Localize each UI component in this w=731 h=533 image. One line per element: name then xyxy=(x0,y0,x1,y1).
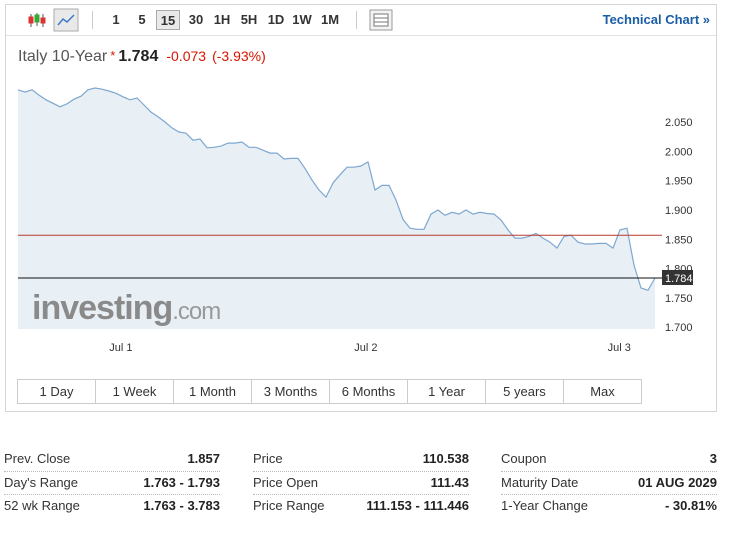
interval-button[interactable]: 1M xyxy=(320,12,340,27)
range-button[interactable]: Max xyxy=(590,384,615,399)
interval-button[interactable]: 1 xyxy=(112,12,120,27)
range-button[interactable]: 6 Months xyxy=(330,380,408,403)
stat-value: - 30.81% xyxy=(664,498,717,513)
range-button[interactable]: 3 Months xyxy=(252,380,330,403)
stat-label: 1-Year Change xyxy=(501,498,588,513)
stats-row: 52 wk Range 1.763 - 3.783 xyxy=(4,495,220,518)
stat-label: Day's Range xyxy=(4,474,79,490)
x-tick-label: Jul 1 xyxy=(109,342,132,354)
range-button[interactable]: 1 Year xyxy=(408,380,486,403)
stat-value: 110.538 xyxy=(422,451,469,466)
y-tick-label: 2.050 xyxy=(665,117,693,129)
y-tick-label: 1.850 xyxy=(665,234,693,246)
interval-button[interactable]: 1D xyxy=(267,12,285,27)
y-tick-label: 1.900 xyxy=(665,205,693,217)
stats-row: Price 110.538 xyxy=(253,448,469,472)
watermark-domain: .com xyxy=(172,298,220,325)
range-button[interactable]: 1 Week xyxy=(96,380,174,403)
stats-row: Coupon 3 xyxy=(501,448,717,472)
range-button[interactable]: 1 Day xyxy=(18,380,96,403)
y-tick-label: 2.000 xyxy=(665,146,693,158)
price-line xyxy=(17,87,656,292)
stat-value: 1.763 - 3.783 xyxy=(143,498,220,513)
stat-label: Price Open xyxy=(253,474,319,490)
stat-value: 01 AUG 2029 xyxy=(637,474,717,490)
price-change: -0.073 xyxy=(166,48,207,64)
realtime-marker: * xyxy=(110,48,116,63)
stats-row: Price Open 111.43 xyxy=(253,472,469,495)
stats-column: Prev. Close 1.857 Day's Range 1.763 - 1.793… xyxy=(4,448,220,518)
last-price: 1.784 xyxy=(118,48,159,65)
stats-column: Price 110.538 Price Open 111.43 Price Range 1… xyxy=(253,448,469,518)
stat-value: 111.153 - 111.446 xyxy=(366,498,469,513)
stat-label: Coupon xyxy=(501,451,547,466)
stat-value: 111.43 xyxy=(430,474,469,490)
chart-panel: 1 5 15 30 1H 5H 1D 1W 1M Technical Chart » Italy… xyxy=(5,4,717,412)
stat-value: 3 xyxy=(709,451,717,466)
settings-icon[interactable] xyxy=(366,5,396,35)
stat-label: Price Range xyxy=(253,498,325,513)
separator xyxy=(356,11,357,29)
interval-button[interactable]: 1W xyxy=(292,12,312,27)
price-change-percent: (-3.93%) xyxy=(212,48,266,64)
stats-row: Maturity Date 01 AUG 2029 xyxy=(501,472,717,495)
range-button[interactable]: 1 Month xyxy=(174,380,252,403)
interval-button[interactable]: 5H xyxy=(240,12,258,27)
stats-row: 1-Year Change - 30.81% xyxy=(501,495,717,518)
chart: investing.com1.7001.7501.8001.8501.9001.… xyxy=(17,87,693,354)
watermark-brand: investing xyxy=(32,289,172,327)
toolbar: 1 5 15 30 1H 5H 1D 1W 1M Technical Chart » xyxy=(6,5,716,36)
stat-value: 1.763 - 1.793 xyxy=(143,474,220,490)
line-icon-box[interactable] xyxy=(53,8,79,32)
candlestick-icon[interactable] xyxy=(28,13,46,27)
chart-type-icons xyxy=(28,8,79,32)
interval-button[interactable]: 15 xyxy=(156,10,180,30)
x-tick-label: Jul 2 xyxy=(354,342,377,354)
interval-button[interactable]: 5 xyxy=(138,12,146,27)
separator xyxy=(92,11,93,29)
price-tag-label: 1.784 xyxy=(665,273,693,285)
instrument-header: Italy 10-Year * 1.784 -0.073 (-3.93%) xyxy=(18,48,272,66)
stats-row: Prev. Close 1.857 xyxy=(4,448,220,472)
interval-button[interactable]: 30 xyxy=(188,12,204,27)
stat-label: Price xyxy=(253,451,283,466)
stat-label: Maturity Date xyxy=(501,474,579,490)
stats-column: Coupon 3 Maturity Date 01 AUG 2029 1-Year Ch… xyxy=(501,448,717,518)
y-tick-label: 1.750 xyxy=(665,293,693,305)
technical-chart-link[interactable]: Technical Chart » xyxy=(602,12,710,27)
instrument-name: Italy 10-Year xyxy=(18,48,108,65)
x-tick-label: Jul 3 xyxy=(608,342,631,354)
stats-row: Day's Range 1.763 - 1.793 xyxy=(4,472,220,495)
y-tick-label: 1.700 xyxy=(665,322,693,334)
line-icon xyxy=(57,14,75,26)
stat-value: 1.857 xyxy=(187,451,220,466)
range-button[interactable]: 5 years xyxy=(486,380,564,403)
interval-button[interactable]: 1H xyxy=(213,12,231,27)
stats-row: Price Range 111.153 - 111.446 xyxy=(253,495,469,518)
area xyxy=(18,88,655,329)
price-tag xyxy=(662,269,693,285)
range-buttons: 1 Day 1 Week 1 Month 3 Months 6 Months 1 Year… xyxy=(17,379,642,404)
watermark: investing.com xyxy=(32,289,220,327)
y-tick-label: 1.950 xyxy=(665,176,693,188)
stat-label: 52 wk Range xyxy=(4,498,80,513)
stat-label: Prev. Close xyxy=(4,451,71,466)
